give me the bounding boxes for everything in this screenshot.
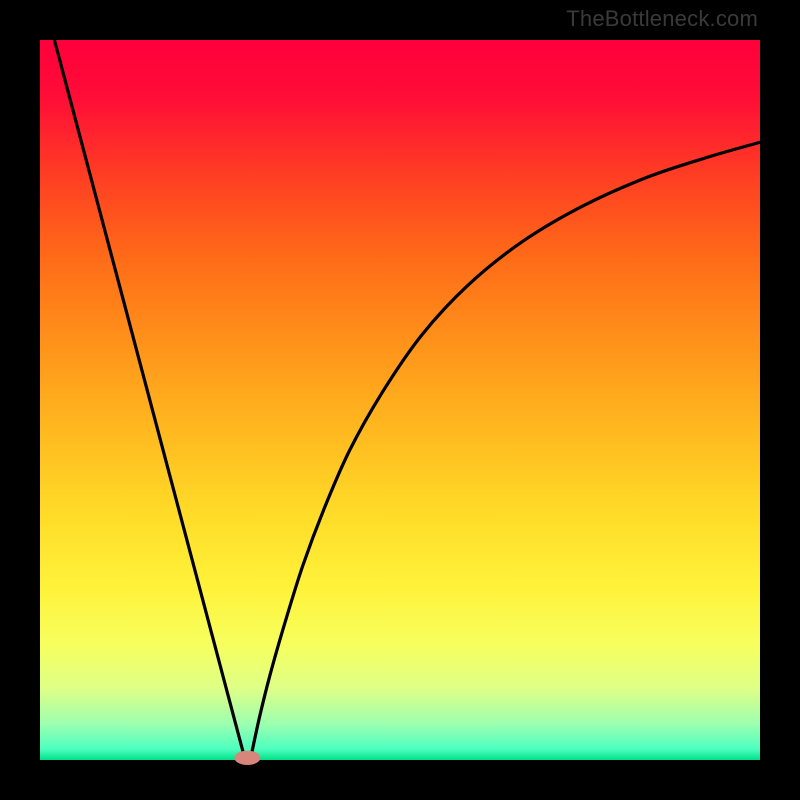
- watermark-text: TheBottleneck.com: [566, 6, 758, 32]
- bottleneck-curve-svg: [0, 0, 800, 800]
- bottleneck-marker: [234, 751, 260, 765]
- left-branch-line: [54, 40, 245, 760]
- chart-container: TheBottleneck.com: [0, 0, 800, 800]
- right-branch-curve: [250, 142, 760, 760]
